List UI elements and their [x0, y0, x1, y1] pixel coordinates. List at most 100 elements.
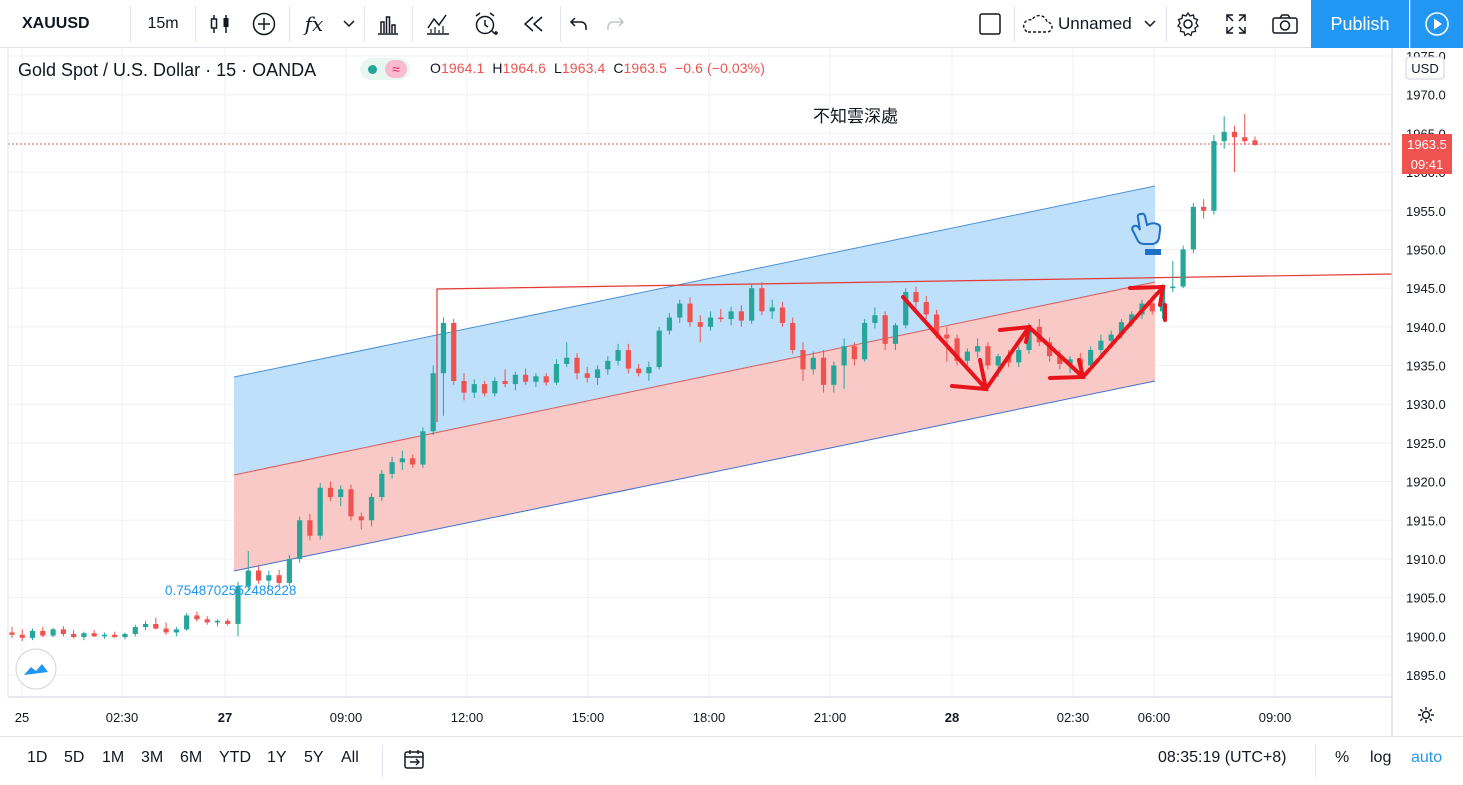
candle-body [574, 357, 580, 374]
candle-body [605, 360, 611, 370]
candle [50, 627, 56, 638]
candle-style-icon[interactable] [198, 0, 242, 48]
channel-lower-zone [234, 282, 1155, 571]
play-icon[interactable] [1410, 0, 1463, 48]
x-tick-label: 12:00 [451, 710, 484, 725]
x-tick-label: 25 [15, 710, 29, 725]
candles-group [9, 114, 1258, 641]
fib-value-label: 0.7548702552488228 [165, 583, 296, 598]
candle [204, 616, 210, 625]
y-tick-label: 1905.0 [1406, 591, 1446, 606]
layout-square-icon[interactable] [968, 0, 1012, 48]
candle-body [872, 315, 878, 323]
legend-status-pill[interactable]: ≈ [360, 58, 410, 80]
candle-body [512, 374, 518, 385]
candle [338, 485, 344, 507]
candle-body [461, 380, 467, 393]
candle-body [276, 575, 282, 583]
clock-readout[interactable]: 08:35:19 (UTC+8) [1158, 749, 1287, 766]
candle [707, 311, 714, 331]
candle-body [851, 346, 857, 360]
candle [307, 514, 313, 541]
pointing-hand-icon [1131, 212, 1162, 255]
candle-body [1149, 303, 1155, 312]
candle [112, 631, 118, 638]
range-5d[interactable]: 5D [64, 749, 85, 766]
goto-date-icon[interactable] [402, 747, 426, 776]
candle [574, 353, 580, 380]
compare-add-icon[interactable] [242, 0, 286, 48]
candle-body [841, 346, 847, 366]
candle-body [862, 322, 868, 360]
y-tick-label: 1915.0 [1406, 513, 1446, 528]
y-tick-label: 1920.0 [1406, 475, 1446, 490]
redo-icon[interactable] [598, 0, 632, 48]
candle-body [831, 365, 837, 385]
percent-toggle[interactable]: % [1335, 749, 1350, 766]
y-tick-label: 1930.0 [1406, 397, 1446, 412]
camera-icon[interactable] [1262, 0, 1308, 48]
gear-icon[interactable] [1166, 0, 1210, 48]
range-all[interactable]: All [341, 749, 359, 766]
financials-icon[interactable] [366, 0, 410, 48]
candle-body [933, 314, 940, 335]
candle [327, 481, 334, 501]
publish-button[interactable]: Publish [1311, 0, 1409, 48]
candle-body [1067, 359, 1073, 364]
log-toggle[interactable]: log [1370, 749, 1392, 766]
candle-body [1046, 342, 1053, 357]
candle-body [615, 350, 621, 361]
fullscreen-icon[interactable] [1214, 0, 1258, 48]
candle-body [60, 629, 66, 634]
x-tick-label: 18:00 [693, 710, 726, 725]
y-tick-label: 1935.0 [1406, 359, 1446, 374]
range-1d[interactable]: 1D [27, 749, 48, 766]
x-tick-label: 02:30 [1057, 710, 1090, 725]
candle-body [317, 487, 323, 536]
indicators-dropdown-chevron-icon[interactable] [336, 0, 362, 48]
range-1y[interactable]: 1Y [267, 749, 287, 766]
range-1m[interactable]: 1M [102, 749, 125, 766]
channel-mid-line [233, 281, 1156, 476]
layout-name-selector[interactable]: Unnamed [1020, 0, 1164, 48]
candle [389, 456, 395, 479]
range-5y[interactable]: 5Y [304, 749, 324, 766]
last-price-value: 1963.5 [1407, 137, 1447, 152]
candle-body [769, 307, 775, 312]
range-ytd[interactable]: YTD [219, 749, 251, 766]
x-tick-label: 27 [218, 710, 232, 725]
candle [430, 365, 436, 436]
candle [677, 299, 683, 323]
undo-icon[interactable] [562, 0, 596, 48]
candle-body [440, 322, 447, 374]
range-3m[interactable]: 3M [141, 749, 164, 766]
chart-legend-title[interactable]: Gold Spot / U.S. Dollar · 15 · OANDA [18, 59, 317, 80]
replay-icon[interactable] [512, 0, 556, 48]
templates-icon[interactable] [416, 0, 460, 48]
candle [1221, 116, 1227, 149]
candle [687, 297, 693, 327]
indicators-fx-icon[interactable]: fx [304, 12, 324, 36]
candle [40, 627, 46, 638]
candle-body [749, 288, 755, 321]
range-6m[interactable]: 6M [180, 749, 203, 766]
candle-body [656, 330, 662, 368]
candle-body [543, 376, 549, 383]
change-value: −0.6 (−0.03%) [674, 60, 765, 76]
candle-body [666, 317, 673, 331]
candle-body [913, 291, 919, 303]
symbol-label: XAUUSD [22, 15, 90, 32]
auto-toggle[interactable]: auto [1411, 749, 1443, 766]
x-tick-label: 06:00 [1138, 710, 1171, 725]
symbol-search[interactable]: XAUUSD [0, 0, 128, 48]
arrow-up-1 [984, 325, 1031, 391]
alert-clock-icon[interactable] [464, 0, 508, 48]
price-chart[interactable]: 不知雲深處 0.7548702552488228 1975.01970.0196… [0, 0, 1463, 736]
candle [615, 343, 621, 366]
candle-body [800, 350, 806, 370]
candle-body [523, 374, 529, 382]
market-open-dot-icon [368, 64, 377, 74]
candle-body [728, 311, 734, 320]
open-value: 1964.1 [441, 60, 485, 76]
interval-selector[interactable]: 15m [132, 0, 194, 48]
